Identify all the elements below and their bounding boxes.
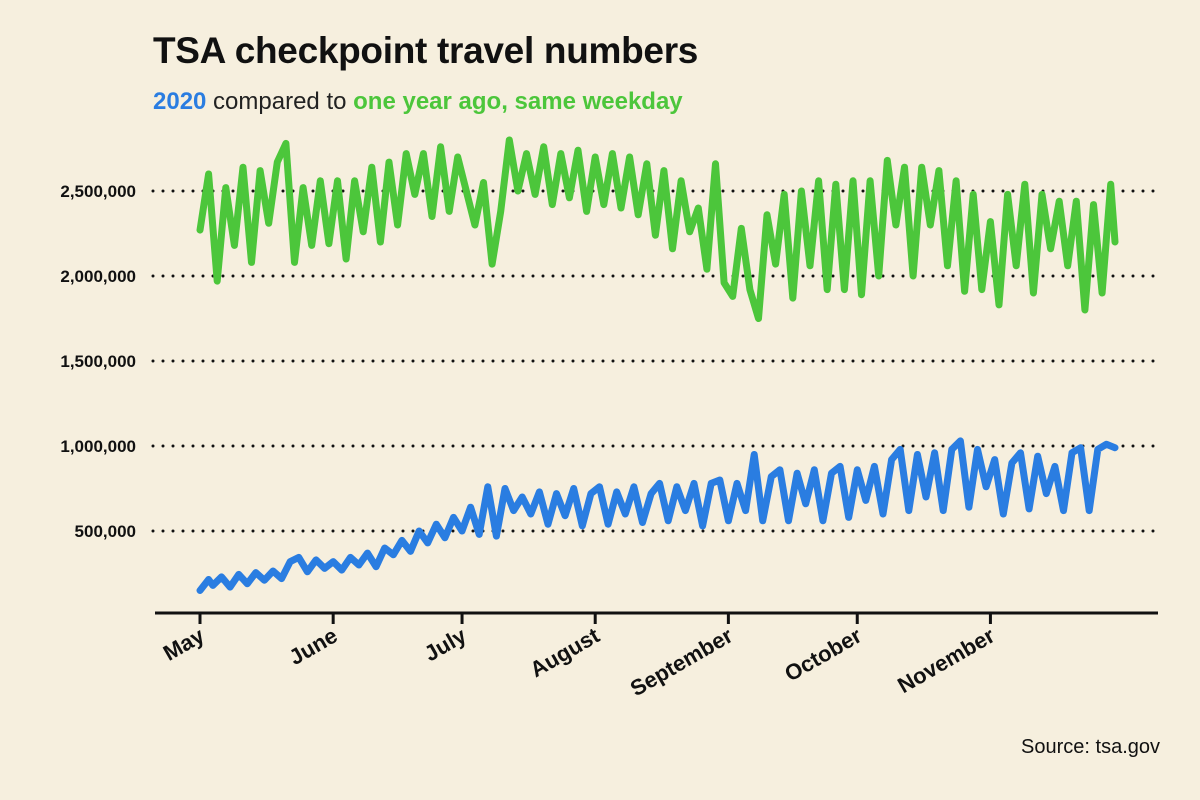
y-tick-label: 2,500,000: [60, 182, 136, 201]
series-line: [196, 136, 1119, 322]
x-tick-label: June: [285, 623, 342, 670]
chart-subtitle: 2020 compared to one year ago, same week…: [153, 88, 683, 116]
series-line: [196, 437, 1119, 594]
subtitle-series-prior: one year ago, same weekday: [353, 88, 683, 115]
series-lines: [196, 136, 1119, 594]
subtitle-series-2020: 2020: [153, 88, 207, 115]
source-note: Source: tsa.gov: [1021, 736, 1160, 758]
chart-title: TSA checkpoint travel numbers: [153, 30, 699, 71]
subtitle-connector: compared to: [206, 88, 354, 115]
y-axis: 500,000 1,000,000 1,500,000 2,000,000 2,500,…: [60, 182, 136, 541]
y-tick-label: 2,000,000: [60, 267, 136, 286]
x-tick-label: September: [626, 622, 737, 701]
x-tick-label: July: [420, 622, 471, 666]
x-tick-label: October: [780, 622, 866, 686]
y-tick-label: 500,000: [75, 522, 136, 541]
x-tick-label: May: [159, 622, 209, 665]
y-tick-label: 1,500,000: [60, 352, 136, 371]
x-tick-label: November: [893, 622, 999, 698]
y-tick-label: 1,000,000: [60, 437, 136, 456]
x-tick-label: August: [526, 622, 605, 682]
x-axis: May June July August September October Novembe…: [159, 613, 999, 701]
